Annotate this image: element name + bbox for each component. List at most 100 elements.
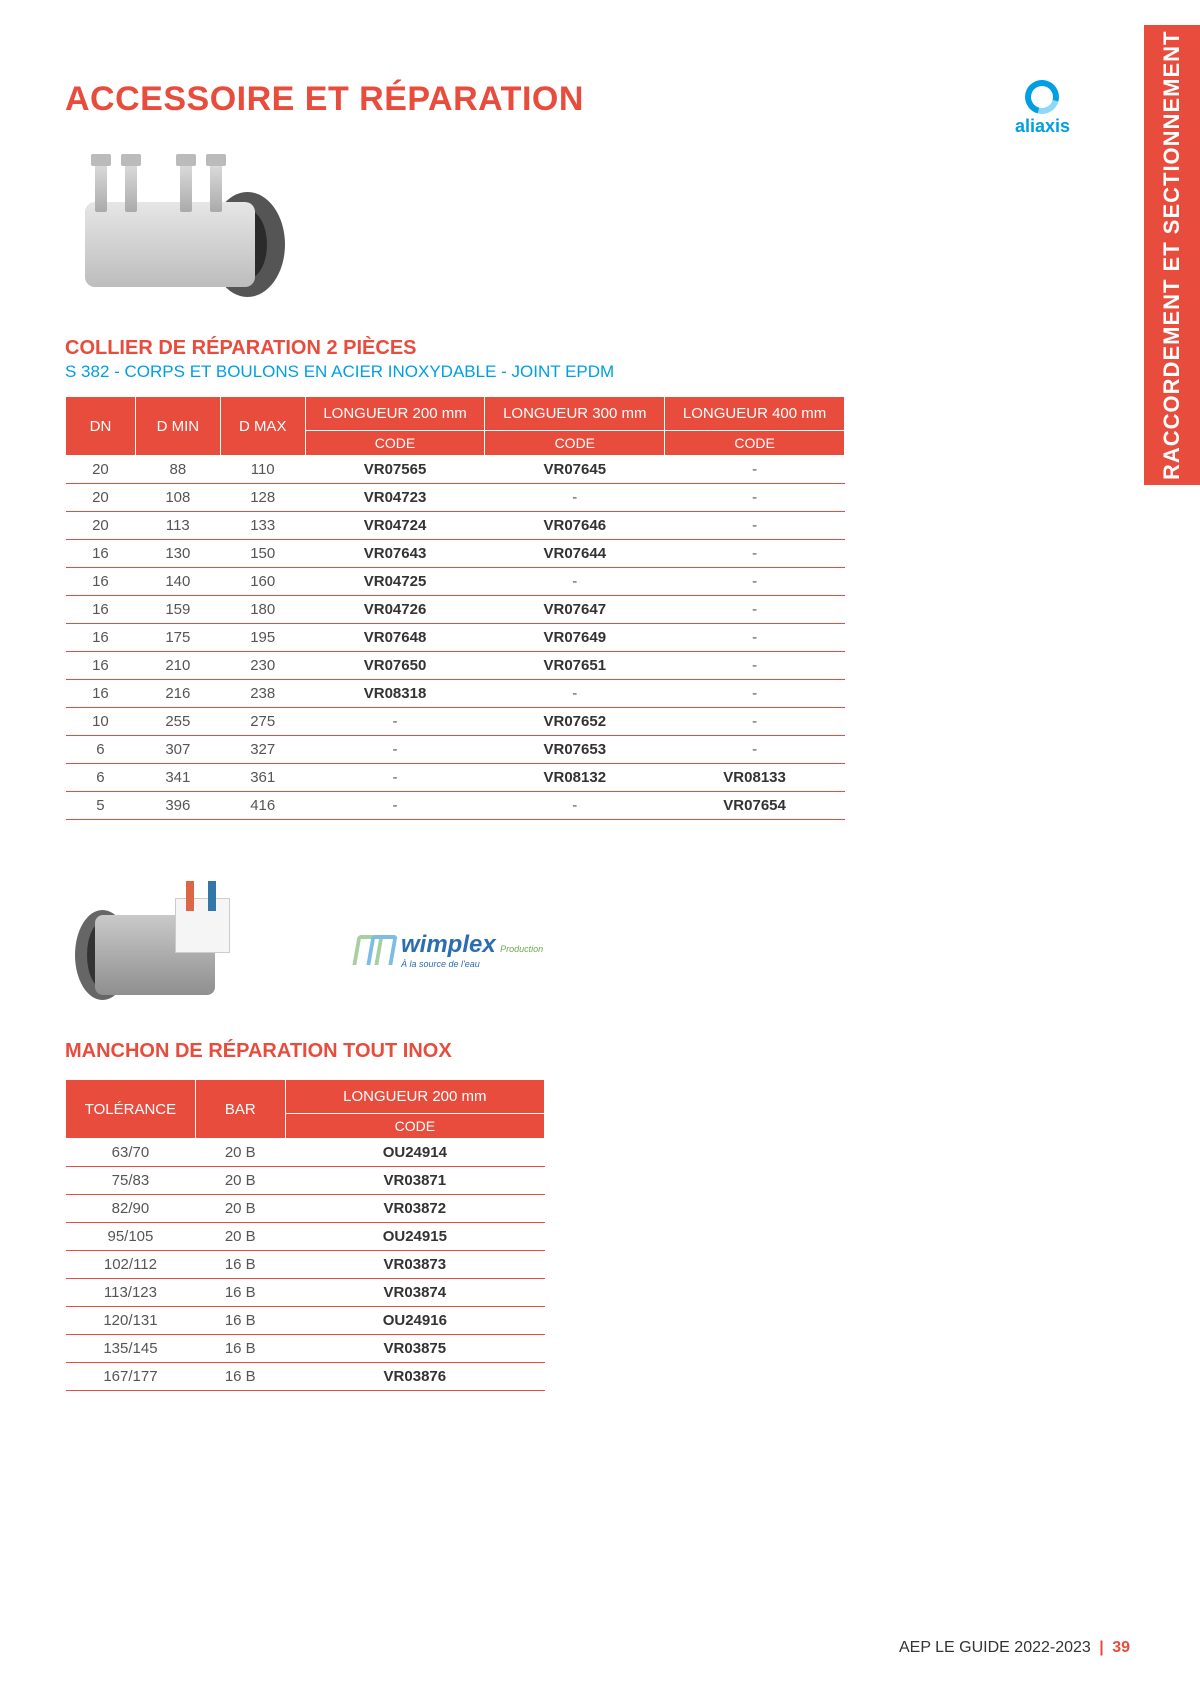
- cell-value: 16: [66, 596, 136, 624]
- table-row: 16175195VR07648VR07649-: [66, 624, 845, 652]
- cell-value: 20 B: [195, 1167, 285, 1195]
- cell-value: 102/112: [66, 1251, 196, 1279]
- cell-code: -: [665, 708, 845, 736]
- cell-value: 88: [135, 456, 220, 484]
- cell-value: 361: [220, 764, 305, 792]
- table-row: 16210230VR07650VR07651-: [66, 652, 845, 680]
- table-manchon: TOLÉRANCE BAR LONGUEUR 200 mm CODE 63/70…: [65, 1079, 545, 1391]
- table-row: 6307327-VR07653-: [66, 736, 845, 764]
- th-l200: LONGUEUR 200 mm: [305, 397, 485, 431]
- cell-value: 341: [135, 764, 220, 792]
- cell-code: -: [665, 484, 845, 512]
- cell-code: VR03874: [285, 1279, 544, 1307]
- product-image-collier: [65, 157, 295, 307]
- th-code-200: CODE: [305, 431, 485, 456]
- table-row: 102/11216 BVR03873: [66, 1251, 545, 1279]
- cell-code: VR07565: [305, 456, 485, 484]
- cell-code: VR08318: [305, 680, 485, 708]
- cell-value: 20 B: [195, 1223, 285, 1251]
- table-row: 120/13116 BOU24916: [66, 1307, 545, 1335]
- cell-code: -: [305, 736, 485, 764]
- cell-code: -: [305, 764, 485, 792]
- table-row: 20113133VR04724VR07646-: [66, 512, 845, 540]
- table-row: 82/9020 BVR03872: [66, 1195, 545, 1223]
- cell-code: VR07644: [485, 540, 665, 568]
- cell-value: 10: [66, 708, 136, 736]
- cell-code: VR07647: [485, 596, 665, 624]
- table-row: 20108128VR04723--: [66, 484, 845, 512]
- cell-code: OU24916: [285, 1307, 544, 1335]
- section1-title: COLLIER DE RÉPARATION 2 PIÈCES: [65, 337, 1090, 360]
- cell-value: 108: [135, 484, 220, 512]
- wimplex-logo: wimplex Production À la source de l'eau: [355, 931, 543, 969]
- th-l400: LONGUEUR 400 mm: [665, 397, 845, 431]
- th-tol: TOLÉRANCE: [66, 1080, 196, 1139]
- wimplex-icon: [355, 935, 393, 965]
- table-row: 113/12316 BVR03874: [66, 1279, 545, 1307]
- cell-value: 307: [135, 736, 220, 764]
- cell-code: -: [305, 792, 485, 820]
- cell-code: -: [665, 540, 845, 568]
- cell-code: -: [485, 568, 665, 596]
- cell-code: VR07646: [485, 512, 665, 540]
- cell-value: 63/70: [66, 1139, 196, 1167]
- cell-code: VR07653: [485, 736, 665, 764]
- cell-value: 16: [66, 624, 136, 652]
- cell-code: -: [485, 680, 665, 708]
- cell-value: 6: [66, 764, 136, 792]
- cell-code: OU24915: [285, 1223, 544, 1251]
- cell-code: -: [665, 680, 845, 708]
- th-bar: BAR: [195, 1080, 285, 1139]
- cell-code: -: [665, 568, 845, 596]
- cell-code: -: [485, 484, 665, 512]
- cell-code: -: [665, 736, 845, 764]
- cell-code: -: [665, 596, 845, 624]
- cell-value: 120/131: [66, 1307, 196, 1335]
- cell-value: 16 B: [195, 1307, 285, 1335]
- cell-value: 327: [220, 736, 305, 764]
- cell-value: 16 B: [195, 1251, 285, 1279]
- cell-code: OU24914: [285, 1139, 544, 1167]
- cell-value: 16: [66, 540, 136, 568]
- th-dmin: D MIN: [135, 397, 220, 456]
- cell-value: 75/83: [66, 1167, 196, 1195]
- th-dn: DN: [66, 397, 136, 456]
- cell-value: 180: [220, 596, 305, 624]
- page-title: ACCESSOIRE ET RÉPARATION: [65, 80, 584, 119]
- table-row: 167/17716 BVR03876: [66, 1363, 545, 1391]
- cell-code: -: [665, 652, 845, 680]
- cell-value: 113/123: [66, 1279, 196, 1307]
- table-row: 6341361-VR08132VR08133: [66, 764, 845, 792]
- cell-code: VR08133: [665, 764, 845, 792]
- cell-code: VR07651: [485, 652, 665, 680]
- brand-logo: aliaxis: [1015, 80, 1070, 137]
- table-row: 16140160VR04725--: [66, 568, 845, 596]
- table-row: 2088110VR07565VR07645-: [66, 456, 845, 484]
- th-code-400: CODE: [665, 431, 845, 456]
- section1-subtitle: S 382 - CORPS ET BOULONS EN ACIER INOXYD…: [65, 362, 1090, 382]
- cell-value: 210: [135, 652, 220, 680]
- cell-value: 16: [66, 680, 136, 708]
- cell-code: -: [665, 512, 845, 540]
- table-row: 16130150VR07643VR07644-: [66, 540, 845, 568]
- cell-code: VR03871: [285, 1167, 544, 1195]
- cell-value: 195: [220, 624, 305, 652]
- cell-value: 20: [66, 456, 136, 484]
- table-row: 63/7020 BOU24914: [66, 1139, 545, 1167]
- product-image-manchon: [65, 890, 235, 1010]
- table-row: 95/10520 BOU24915: [66, 1223, 545, 1251]
- page-footer: AEP LE GUIDE 2022-2023 | 39: [899, 1639, 1130, 1657]
- th2-code: CODE: [285, 1114, 544, 1139]
- wimplex-tag: À la source de l'eau: [401, 959, 543, 969]
- cell-code: -: [305, 708, 485, 736]
- table-row: 5396416--VR07654: [66, 792, 845, 820]
- th-dmax: D MAX: [220, 397, 305, 456]
- wimplex-name: wimplex: [401, 931, 496, 958]
- cell-value: 140: [135, 568, 220, 596]
- cell-code: VR07652: [485, 708, 665, 736]
- table-row: 16159180VR04726VR07647-: [66, 596, 845, 624]
- cell-value: 16 B: [195, 1279, 285, 1307]
- table-row: 16216238VR08318--: [66, 680, 845, 708]
- cell-code: VR04723: [305, 484, 485, 512]
- cell-code: VR07649: [485, 624, 665, 652]
